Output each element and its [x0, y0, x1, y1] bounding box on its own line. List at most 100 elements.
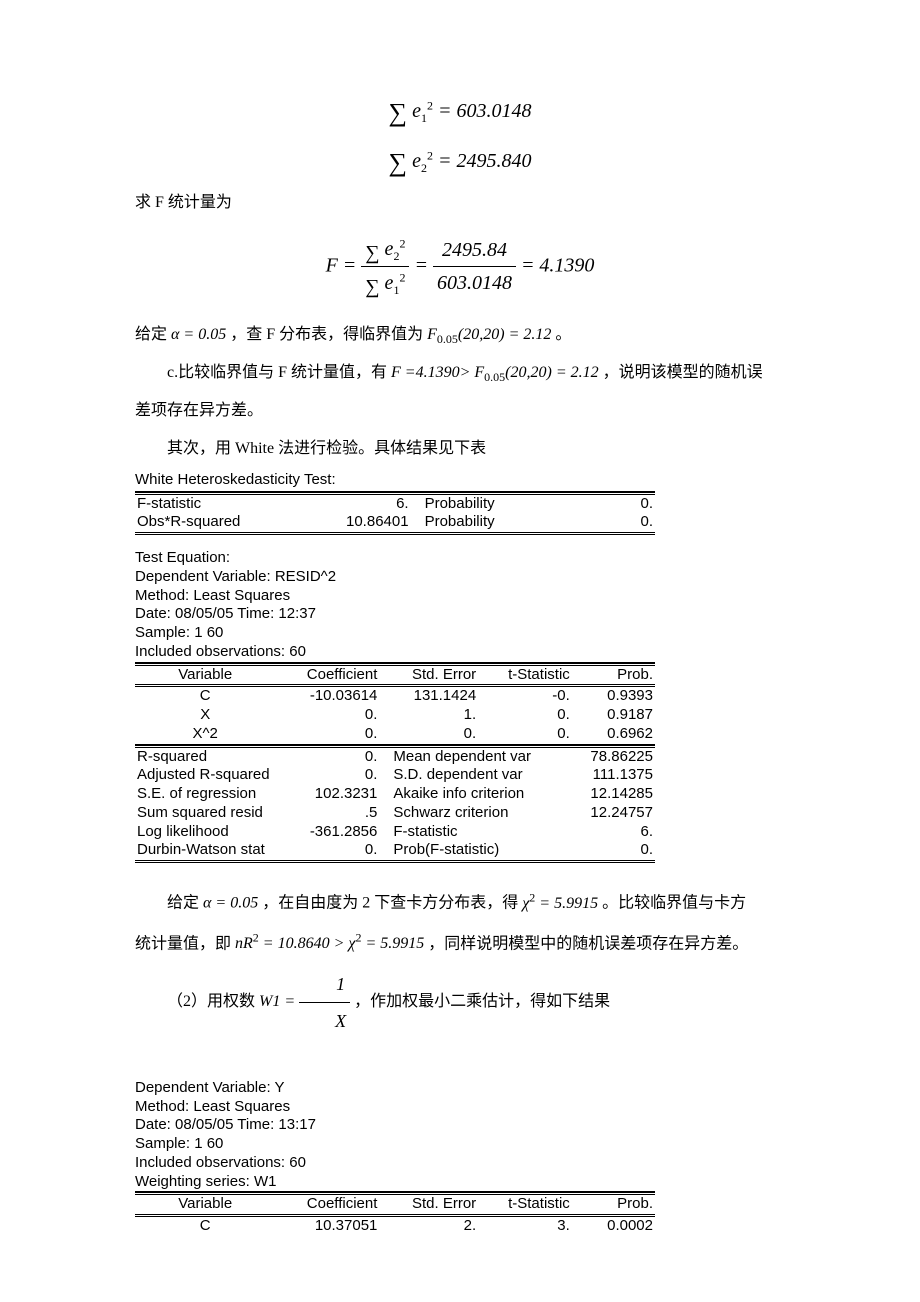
cell: Adjusted R-squared [135, 766, 296, 785]
text-alpha-lead: 给定 [135, 326, 167, 343]
f-crit-sub-2: 0.05 [484, 370, 505, 384]
col-header: Variable [135, 664, 275, 686]
text-chi-line2: 统计量值，即 nR2 = 10.8640 > χ2 = 5.9915 ，同样说明… [135, 926, 785, 960]
page: ∑ e12 = 603.0148 ∑ e22 = 2495.840 求 F 统计… [0, 0, 920, 1296]
stats-table: R-squared 0. Mean dependent var 78.86225… [135, 745, 655, 864]
cell: Probability [411, 493, 567, 513]
col-header: Std. Error [379, 1194, 478, 1216]
cell: C [135, 1216, 275, 1236]
test-eq-meta: Test Equation: Dependent Variable: RESID… [135, 549, 655, 663]
table-row: C 10.37051 2. 3. 0.0002 [135, 1216, 655, 1236]
cell: 0. [478, 725, 572, 744]
cell: Schwarz criterion [379, 804, 561, 823]
cell: 102.3231 [296, 785, 379, 804]
meta-line: Weighting series: W1 [135, 1173, 655, 1193]
cell: -0. [478, 686, 572, 706]
cell: 0. [296, 841, 379, 861]
table-header-row: Variable Coefficient Std. Error t-Statis… [135, 1194, 655, 1216]
f-crit-args-2: (20,20) = 2.12 [505, 364, 598, 381]
cell: 0. [561, 841, 655, 861]
cell: C [135, 686, 275, 706]
cell: 0. [567, 493, 655, 513]
chi-val: = 5.9915 [535, 895, 598, 912]
cell: Durbin-Watson stat [135, 841, 296, 861]
meta-line: Method: Least Squares [135, 587, 655, 606]
cell: F-statistic [135, 493, 322, 513]
text-chi-4: 统计量值，即 [135, 935, 231, 952]
text-wls: （2）用权数 W1 = 1 X ，作加权最小二乘估计，得如下结果 [135, 966, 785, 1039]
text-alpha-line: 给定 α = 0.05 ，查 F 分布表，得临界值为 F0.05(20,20) … [135, 319, 785, 351]
cell: Probability [411, 513, 567, 533]
text-chi-1: 给定 [167, 895, 199, 912]
text-alpha-rest: ，查 F 分布表，得临界值为 [230, 326, 423, 343]
cell: 10.86401 [322, 513, 410, 533]
wls-coef-table: Variable Coefficient Std. Error t-Statis… [135, 1192, 655, 1236]
text-c3: 差项存在异方差。 [135, 395, 785, 427]
meta-line: Date: 08/05/05 Time: 13:17 [135, 1116, 655, 1135]
text-c-line: c.比较临界值与 F 统计量值，有 F =4.1390> F0.05(20,20… [135, 357, 785, 389]
text-c2: ，说明该模型的随机误 [603, 364, 763, 381]
table-row: X 0. 1. 0. 0.9187 [135, 706, 655, 725]
eq-f-den: 603.0148 [433, 267, 516, 299]
cell: S.E. of regression [135, 785, 296, 804]
f-crit-sub: 0.05 [437, 332, 458, 346]
meta-line: Included observations: 60 [135, 1154, 655, 1173]
cell: 0. [567, 513, 655, 533]
col-header: Variable [135, 1194, 275, 1216]
cell: 0. [478, 706, 572, 725]
wls-section: Dependent Variable: Y Method: Least Squa… [135, 1079, 655, 1236]
col-header: Prob. [572, 664, 655, 686]
cell: 12.14285 [561, 785, 655, 804]
cell: Prob(F-statistic) [379, 841, 561, 861]
text-chi-5: ，同样说明模型中的随机误差项存在异方差。 [428, 935, 748, 952]
cell: 0. [296, 766, 379, 785]
text-f-intro: 求 F 统计量为 [135, 187, 785, 219]
text-chi-line1: 给定 α = 0.05 ，在自由度为 2 下查卡方分布表，得 χ2 = 5.99… [135, 885, 785, 919]
text-chi-2: ，在自由度为 2 下查卡方分布表，得 [262, 895, 518, 912]
meta-line: Date: 08/05/05 Time: 12:37 [135, 605, 655, 624]
meta-line: Sample: 1 60 [135, 624, 655, 643]
col-header: Coefficient [275, 664, 379, 686]
nr2-sym: nR [235, 935, 253, 952]
text-c-f: F =4.1390> [391, 364, 470, 381]
meta-line: Dependent Variable: RESID^2 [135, 568, 655, 587]
white-test-title: White Heteroskedasticity Test: [135, 471, 655, 492]
table-row: R-squared 0. Mean dependent var 78.86225 [135, 746, 655, 766]
cell: Sum squared resid [135, 804, 296, 823]
cell: 0.6962 [572, 725, 655, 744]
eq-f-result: = 4.1390 [521, 254, 595, 276]
cell: F-statistic [379, 823, 561, 842]
f-crit-args: (20,20) = 2.12 [458, 326, 551, 343]
meta-line: Sample: 1 60 [135, 1135, 655, 1154]
cell: 0.9187 [572, 706, 655, 725]
f-crit-sym: F [427, 326, 437, 343]
cell: -361.2856 [296, 823, 379, 842]
eq-sum-e1: ∑ e12 = 603.0148 [135, 88, 785, 130]
meta-line: Method: Least Squares [135, 1098, 655, 1117]
table-row: Obs*R-squared 10.86401 Probability 0. [135, 513, 655, 533]
col-header: Std. Error [379, 664, 478, 686]
cell: 3. [478, 1216, 572, 1236]
cell: Log likelihood [135, 823, 296, 842]
nr2-val: = 10.8640 > [259, 935, 349, 952]
white-test-section: White Heteroskedasticity Test: F-statist… [135, 471, 655, 863]
col-header: Prob. [572, 1194, 655, 1216]
cell: 1. [379, 706, 478, 725]
chi-val-2: = 5.9915 [361, 935, 424, 952]
w1-num: 1 [299, 966, 350, 1003]
table-row: Sum squared resid .5 Schwarz criterion 1… [135, 804, 655, 823]
table-row: C -10.03614 131.1424 -0. 0.9393 [135, 686, 655, 706]
cell: 6. [561, 823, 655, 842]
text-wls-2: ，作加权最小二乘估计，得如下结果 [354, 993, 610, 1010]
w1-den: X [299, 1003, 350, 1039]
cell: X^2 [135, 725, 275, 744]
col-header: t-Statistic [478, 664, 572, 686]
table-row: X^2 0. 0. 0. 0.6962 [135, 725, 655, 744]
cell: 0. [275, 725, 379, 744]
table-row: Log likelihood -361.2856 F-statistic 6. [135, 823, 655, 842]
cell: 2. [379, 1216, 478, 1236]
text-wls-1: （2）用权数 [167, 993, 255, 1010]
meta-line: Test Equation: [135, 549, 655, 568]
col-header: Coefficient [275, 1194, 379, 1216]
w1-lhs: W1 = [259, 993, 295, 1010]
